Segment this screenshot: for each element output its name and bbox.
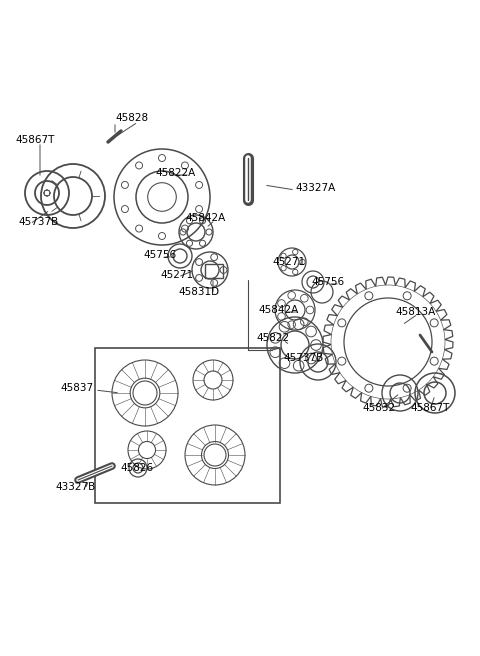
Text: 43327A: 43327A (295, 183, 335, 193)
Text: 45826: 45826 (120, 463, 153, 473)
Text: 45837: 45837 (60, 383, 93, 393)
Text: 45822: 45822 (256, 333, 289, 343)
Text: 45737B: 45737B (283, 353, 323, 363)
Text: 45813A: 45813A (395, 307, 435, 317)
Text: 45842A: 45842A (258, 305, 298, 315)
Text: 45867T: 45867T (410, 403, 449, 413)
Text: 45867T: 45867T (15, 135, 54, 145)
Text: 45828: 45828 (115, 113, 148, 123)
Text: 45271: 45271 (160, 270, 193, 280)
Text: 45842A: 45842A (185, 213, 225, 223)
Text: 45831D: 45831D (178, 287, 219, 297)
Text: 45756: 45756 (311, 277, 344, 287)
Text: 45737B: 45737B (18, 217, 58, 227)
Text: 45832: 45832 (362, 403, 395, 413)
Text: 45822A: 45822A (155, 168, 195, 178)
Bar (205, 264, 223, 278)
Text: 43327B: 43327B (55, 482, 95, 492)
Text: 45271: 45271 (272, 257, 305, 267)
Bar (95, 348, 280, 503)
Text: 45756: 45756 (143, 250, 176, 260)
